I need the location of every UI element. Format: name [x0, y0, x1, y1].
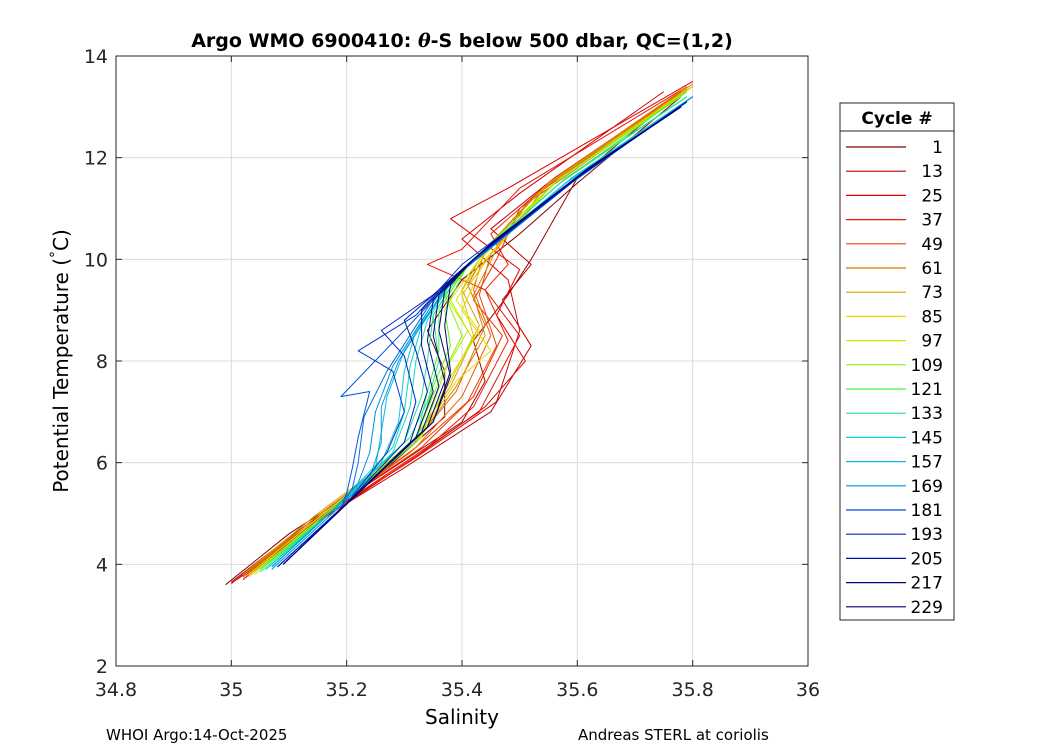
x-tick-label: 35.2	[326, 679, 368, 701]
series-line-cycle-181	[277, 101, 688, 568]
legend-label-157: 157	[911, 453, 943, 473]
legend-label-73: 73	[921, 283, 943, 303]
series-layer	[225, 80, 693, 586]
x-tick-label: 35.4	[441, 679, 483, 701]
legend-label-181: 181	[911, 501, 943, 521]
series-line-cycle-229	[282, 106, 682, 565]
x-tick-label: 35	[219, 679, 243, 701]
legend: Cycle # 1 13 25 37 49 61 73 85 97 109 121 133 145 157…	[839, 102, 955, 621]
x-tick-label: 35.6	[556, 679, 598, 701]
y-axis-ticks: 2 4 6 8 10 12 14	[84, 46, 808, 678]
y-tick-label: 10	[84, 249, 108, 271]
footer-left-credit: WHOI Argo:14-Oct-2025	[106, 726, 288, 744]
footer-right-credit: Andreas STERL at coriolis	[578, 726, 769, 744]
series-line-cycle-25	[242, 80, 693, 578]
legend-label-25: 25	[921, 186, 943, 206]
legend-label-1: 1	[932, 138, 943, 158]
legend-label-109: 109	[911, 356, 943, 376]
legend-label-13: 13	[921, 162, 943, 182]
legend-label-205: 205	[911, 549, 943, 569]
legend-label-85: 85	[921, 307, 943, 327]
x-tick-label: 34.8	[95, 679, 137, 701]
y-tick-label: 8	[96, 351, 108, 373]
legend-label-217: 217	[911, 574, 943, 594]
x-axis-label: Salinity	[425, 705, 499, 729]
legend-label-97: 97	[921, 332, 943, 352]
legend-label-193: 193	[911, 525, 943, 545]
series-line-cycle-175	[277, 101, 688, 568]
y-tick-label: 6	[96, 453, 108, 475]
x-tick-label: 35.8	[672, 679, 714, 701]
y-tick-label: 12	[84, 148, 108, 170]
legend-label-37: 37	[921, 211, 943, 231]
legend-label-61: 61	[921, 259, 943, 279]
series-line-cycle-73	[242, 86, 693, 575]
legend-entries: 1 13 25 37 49 61 73 85 97 109 121 133 145 157 169 181 19…	[846, 138, 943, 618]
x-axis-ticks: 34.8 35 35.2 35.4 35.6 35.8 36	[95, 56, 820, 701]
y-axis-label: Potential Temperature (°C)	[48, 229, 73, 493]
x-tick-label: 36	[796, 679, 820, 701]
legend-title: Cycle #	[861, 109, 932, 129]
legend-label-169: 169	[911, 477, 943, 497]
legend-label-145: 145	[911, 428, 943, 448]
legend-label-121: 121	[911, 380, 943, 400]
y-tick-label: 2	[96, 656, 108, 678]
legend-label-229: 229	[911, 598, 943, 618]
legend-label-133: 133	[911, 404, 943, 424]
chart-title: Argo WMO 6900410: θ-S below 500 dbar, QC…	[191, 30, 733, 52]
y-tick-label: 4	[96, 554, 108, 576]
y-tick-label: 14	[84, 46, 108, 68]
legend-label-49: 49	[921, 235, 943, 255]
